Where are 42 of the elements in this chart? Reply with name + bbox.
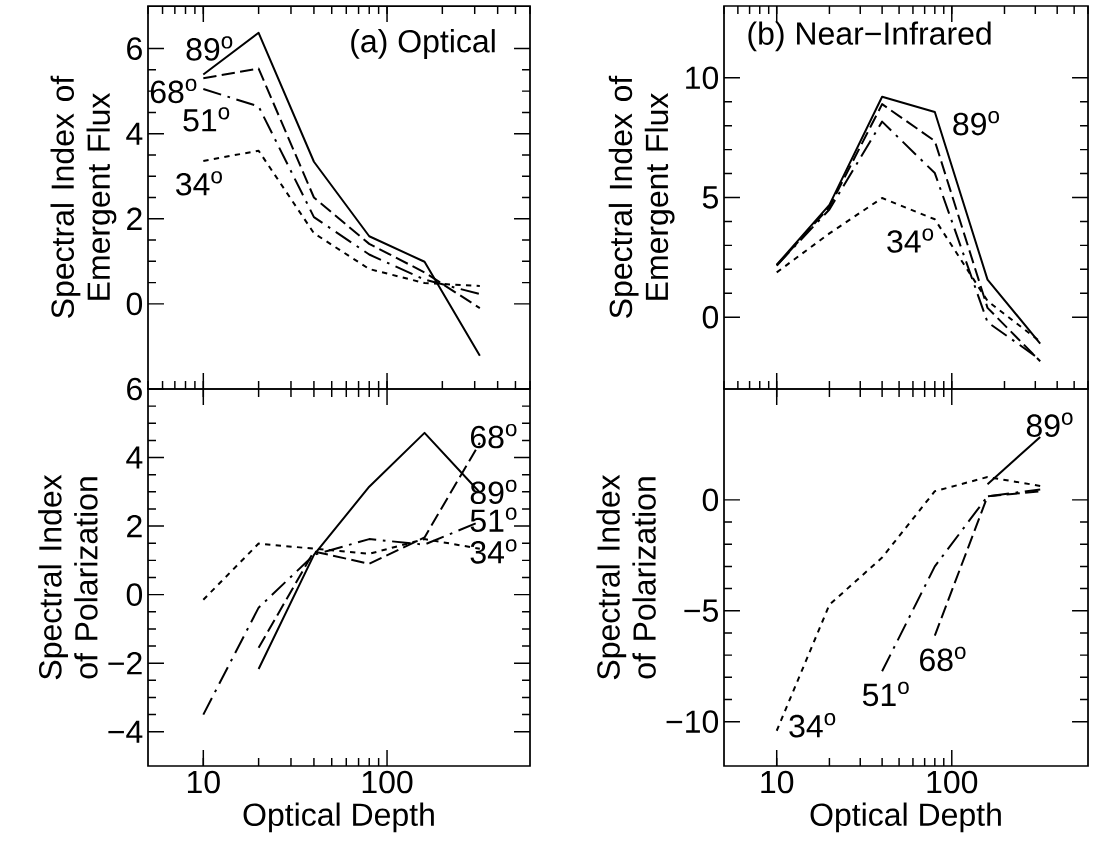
annotation: 68$^{o}$: [150, 78, 197, 104]
y-axis-title: Spectral Index of Emergent Flux: [50, 75, 117, 318]
text: (a) Optical: [351, 29, 495, 59]
y-tick-label: −10: [666, 710, 719, 733]
annotation: 51$^{o}$: [470, 507, 517, 533]
annotation: 34$^{o}$: [176, 171, 222, 196]
x-axis-title: Optical Depth: [243, 802, 434, 833]
annotation: 68$^{o}$: [920, 646, 966, 672]
annotation: 89$^{o}$: [1026, 412, 1073, 438]
chart-title: (b) Near−Infrared: [748, 21, 991, 52]
annotation: 68$^{o}$: [470, 423, 517, 449]
x-tick-label: 100: [927, 770, 978, 794]
y-tick-label: 0: [702, 305, 719, 329]
y-tick-label: 0: [702, 488, 719, 512]
y-tick-label: 4: [126, 122, 143, 145]
y-tick-label: 0: [126, 292, 143, 316]
x-axis-title: Optical Depth: [810, 802, 1001, 833]
x-tick-label: 10: [761, 770, 794, 794]
annotation: 89$^{o}$: [186, 36, 233, 61]
y-axis-title: Spectral Index of Polarization: [596, 474, 656, 680]
y-tick-label: −5: [684, 599, 718, 622]
annotation: 34$^{o}$: [887, 228, 934, 253]
y-tick-label: −2: [108, 652, 142, 675]
y-tick-label: 5: [702, 186, 718, 209]
y-tick-label: 6: [127, 37, 142, 60]
annotation: 51$^{o}$: [183, 107, 230, 132]
x-tick-label: 10: [187, 770, 220, 794]
annotation: 34$^{o}$: [789, 713, 836, 738]
annotation: 89$^{o}$: [470, 479, 517, 505]
y-tick-label: 10: [686, 66, 719, 90]
y-tick-label: 4: [126, 446, 143, 469]
y-tick-label: 0: [126, 583, 143, 606]
y-tick-label: 6: [127, 377, 142, 401]
y-axis-title: Spectral Index of Polarization: [38, 474, 98, 680]
x-tick-label: 100: [362, 770, 413, 794]
annotation: 34$^{o}$: [470, 539, 517, 564]
y-axis-title: Spectral Index of Emergent Flux: [608, 75, 675, 318]
y-tick-label: 2: [127, 207, 142, 230]
y-tick-label: −4: [108, 720, 143, 743]
annotation: 89$^{o}$: [953, 111, 1000, 136]
annotation: 51$^{o}$: [862, 681, 909, 707]
y-tick-label: 2: [127, 514, 142, 538]
